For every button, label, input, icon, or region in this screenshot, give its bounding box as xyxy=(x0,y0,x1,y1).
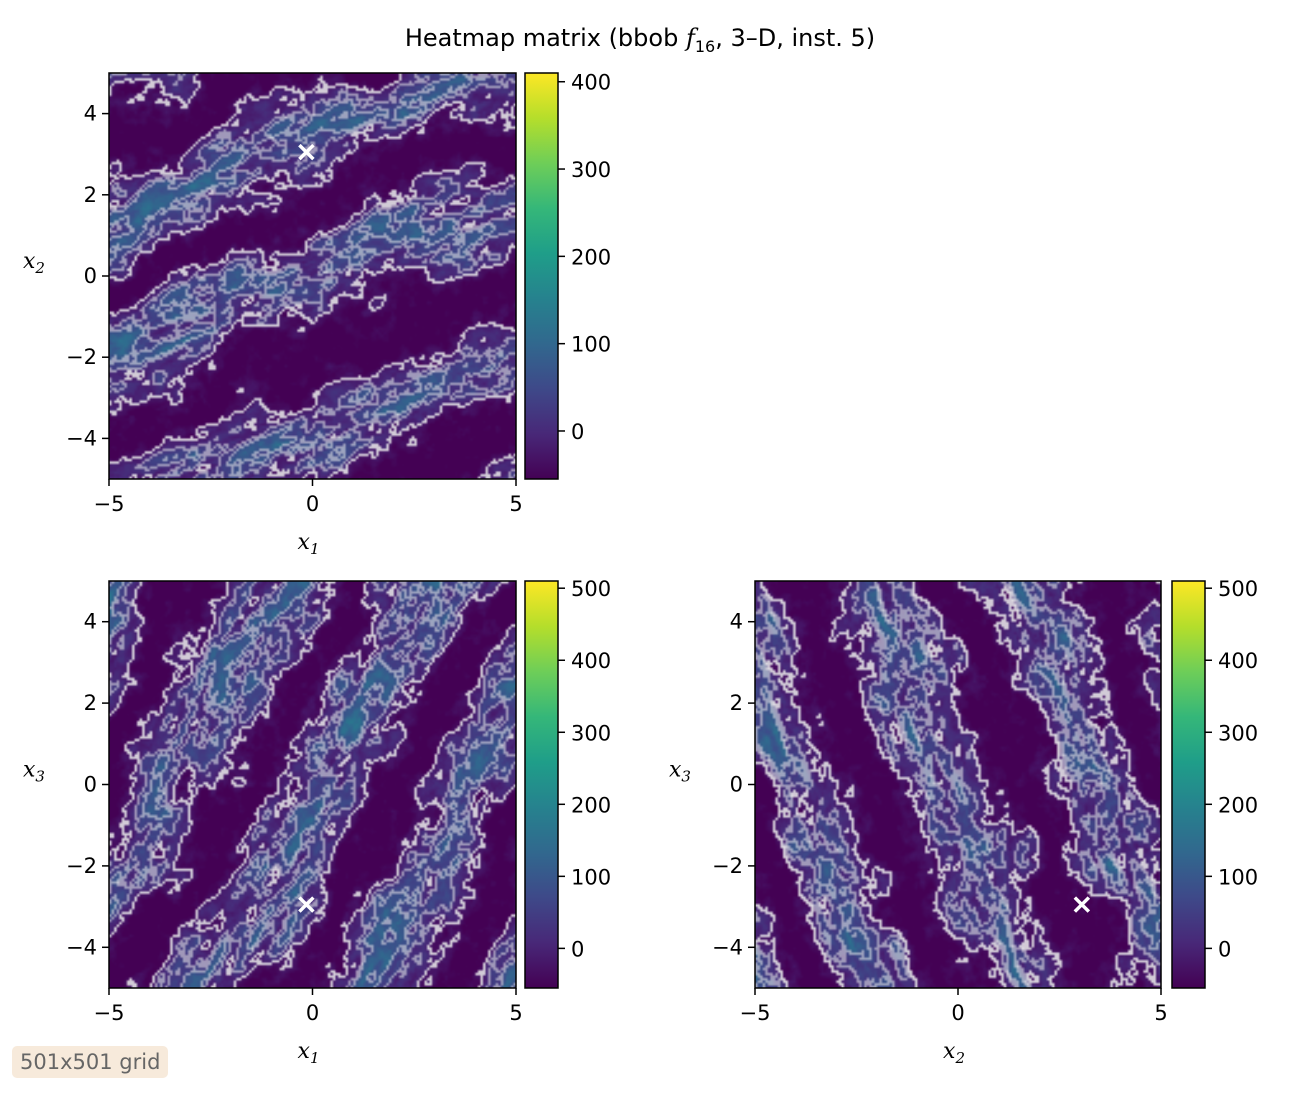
colorbar-tick-label: 400 xyxy=(571,649,611,673)
colorbar-tick-label: 300 xyxy=(571,721,611,745)
colorbar-tick-label: 100 xyxy=(571,865,611,889)
y-tick-label: 2 xyxy=(84,691,97,715)
colorbar-tick-label: 500 xyxy=(1218,577,1258,601)
y-axis-label: x2 xyxy=(23,249,45,277)
optimum-marker xyxy=(1073,896,1091,913)
optimum-marker xyxy=(298,143,315,161)
colorbar-tick-label: 400 xyxy=(571,71,611,95)
x-tick-label: −5 xyxy=(740,1001,771,1025)
y-axis-label: x3 xyxy=(669,758,691,786)
x-tick-label: −5 xyxy=(94,1001,125,1025)
heatmap-image xyxy=(109,581,516,988)
x-tick-label: 0 xyxy=(306,492,319,516)
heatmap-panel-x1-x2: −5 0 5 −4 −2 0 2 4 x1 x2 0 100 200 300 400 xyxy=(23,71,611,558)
colorbar-tick-label: 100 xyxy=(1218,865,1258,889)
colorbar xyxy=(524,72,559,480)
colorbar-tick-label: 0 xyxy=(571,420,584,444)
y-tick-label: 4 xyxy=(730,610,743,634)
heatmap-panel-x2-x3: −5 0 5 −4 −2 0 2 4 x2 x3 0 100 200 300 400 500 xyxy=(669,577,1258,1067)
colorbar-tick-label: 100 xyxy=(571,333,611,357)
colorbar-tick-label: 500 xyxy=(571,577,611,601)
y-tick-label: −4 xyxy=(66,426,97,450)
heatmap-image xyxy=(755,581,1161,988)
y-tick-label: 2 xyxy=(730,691,743,715)
colorbar-tick-label: 400 xyxy=(1218,649,1258,673)
colorbar-tick-label: 200 xyxy=(1218,793,1258,817)
colorbar xyxy=(524,580,559,989)
x-axis-label: x1 xyxy=(298,1039,320,1067)
colorbar-tick-label: 300 xyxy=(571,158,611,182)
x-axis-label: x1 xyxy=(298,530,320,558)
x-tick-label: 5 xyxy=(509,1001,522,1025)
x-axis-label: x2 xyxy=(943,1039,965,1067)
y-tick-label: 2 xyxy=(84,183,97,207)
x-tick-label: 5 xyxy=(509,492,522,516)
heatmap-image xyxy=(109,73,516,479)
y-tick-label: 4 xyxy=(84,102,97,126)
y-tick-label: −2 xyxy=(66,854,97,878)
y-tick-label: −4 xyxy=(712,935,743,959)
y-tick-label: −2 xyxy=(66,345,97,369)
y-tick-label: 0 xyxy=(730,773,743,797)
y-tick-label: −2 xyxy=(712,854,743,878)
grid-resolution-note: 501x501 grid xyxy=(12,1046,169,1078)
x-tick-label: 0 xyxy=(951,1001,964,1025)
colorbar-tick-label: 200 xyxy=(571,793,611,817)
colorbar-tick-label: 0 xyxy=(571,937,584,961)
y-tick-label: 4 xyxy=(84,610,97,634)
figure-title: Heatmap matrix (bbob f16, 3–D, inst. 5) xyxy=(405,24,875,56)
heatmap-panel-x1-x3: −5 0 5 −4 −2 0 2 4 x1 x3 0 100 200 300 400 500 xyxy=(23,577,611,1067)
optimum-marker xyxy=(298,896,315,913)
y-axis-label: x3 xyxy=(23,758,45,786)
y-tick-label: 0 xyxy=(84,773,97,797)
y-tick-label: 0 xyxy=(84,264,97,288)
colorbar-tick-label: 0 xyxy=(1218,937,1231,961)
colorbar-tick-label: 300 xyxy=(1218,721,1258,745)
colorbar xyxy=(1171,580,1206,989)
x-tick-label: 5 xyxy=(1154,1001,1167,1025)
colorbar-tick-label: 200 xyxy=(571,245,611,269)
y-tick-label: −4 xyxy=(66,935,97,959)
x-tick-label: 0 xyxy=(306,1001,319,1025)
x-tick-label: −5 xyxy=(94,492,125,516)
